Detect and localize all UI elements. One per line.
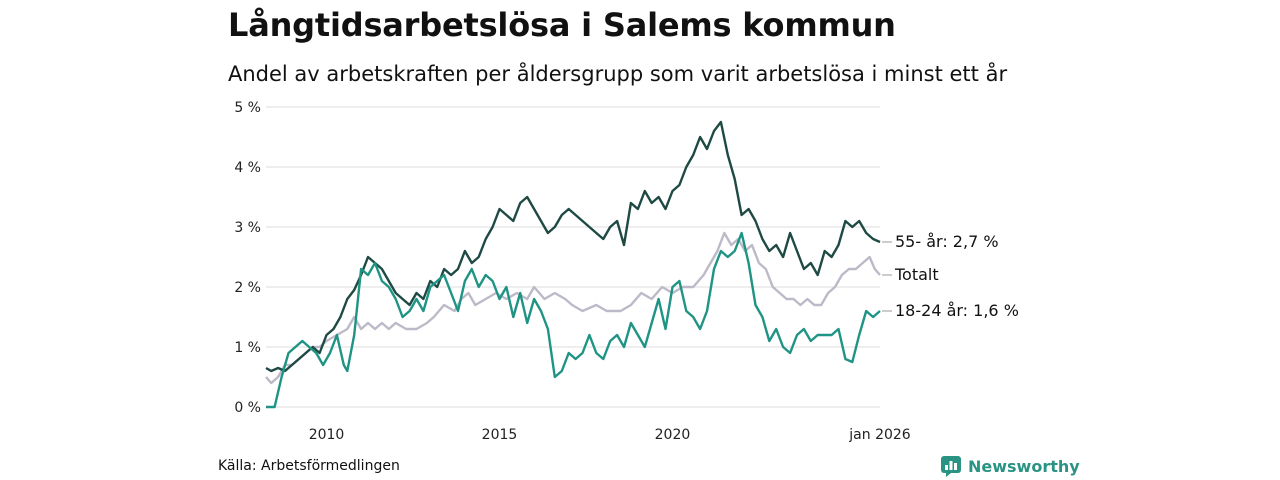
x-tick-label: 2020 [655,427,691,443]
chart-subtitle: Andel av arbetskraften per åldersgrupp s… [228,62,1008,86]
series-lines [265,120,881,409]
series-end-labels: 55- år: 2,7 % Totalt 18-24 år: 1,6 % [882,232,1019,320]
y-tick-label: 2 % [234,280,261,296]
y-tick-label: 0 % [234,400,261,416]
brand-logo: Newsworthy [940,455,1080,477]
bar-chart-icon [941,456,961,477]
y-axis: 0 % 1 % 2 % 3 % 4 % 5 % [234,100,261,416]
y-tick-label: 4 % [234,160,261,176]
x-tick-label: 2010 [309,427,345,443]
y-tick-label: 3 % [234,220,261,236]
series-end-label: Totalt [894,265,939,284]
series-end-label: 18-24 år: 1,6 % [895,301,1019,320]
y-tick-label: 5 % [234,100,261,116]
series-end-label: 55- år: 2,7 % [895,232,999,251]
y-tick-label: 1 % [234,340,261,356]
source-note: Källa: Arbetsförmedlingen [218,458,400,474]
x-tick-label: jan 2026 [848,427,911,443]
series-line-55-r [265,120,881,373]
grid-lines [266,106,880,408]
brand-name: Newsworthy [968,456,1080,476]
x-axis: 2010 2015 2020 jan 2026 [309,427,911,443]
chart-title: Långtidsarbetslösa i Salems kommun [228,6,896,44]
series-line-totalt [265,231,881,385]
x-tick-label: 2015 [482,427,518,443]
series-line-18-24-r [266,231,881,409]
